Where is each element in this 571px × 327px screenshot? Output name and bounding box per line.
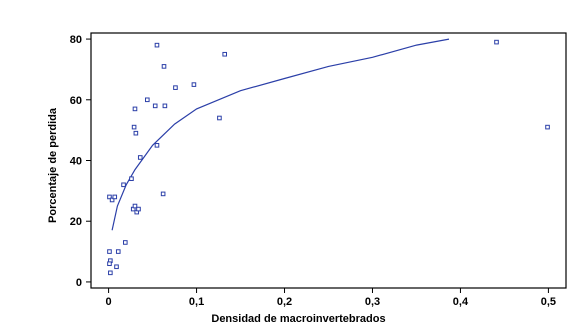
- data-points-layer: [107, 39, 550, 276]
- y-tick-label: 40: [70, 156, 82, 168]
- data-point: [123, 240, 128, 245]
- data-point: [191, 82, 197, 87]
- data-point: [160, 191, 166, 197]
- data-point: [144, 97, 150, 103]
- data-point: [494, 39, 499, 45]
- y-axis-title: Porcentaje de perdida: [47, 107, 59, 223]
- x-tick-label: 0: [106, 296, 112, 308]
- data-point: [112, 194, 118, 200]
- data-point: [108, 270, 113, 276]
- y-tick-label: 0: [76, 277, 82, 289]
- data-point: [107, 249, 112, 254]
- data-point: [173, 85, 178, 90]
- data-point: [217, 115, 222, 121]
- y-tick-label: 20: [70, 216, 82, 228]
- data-point: [107, 261, 112, 267]
- data-point: [137, 155, 143, 160]
- x-axis-title: Densidad de macroinvertebrados: [211, 313, 385, 325]
- x-tick-label: 0,1: [189, 296, 204, 308]
- data-point: [115, 249, 121, 254]
- data-point: [129, 176, 134, 182]
- data-point: [162, 103, 168, 109]
- y-tick-label: 60: [70, 95, 82, 107]
- axis-ticks: 0 0,1 0,2 0,3 0,4 0,5 0 20 40 60 80: [70, 34, 556, 308]
- fit-curve-layer: [111, 38, 450, 231]
- data-point: [132, 106, 138, 112]
- data-point: [152, 103, 158, 109]
- y-tick-label: 80: [70, 34, 82, 46]
- data-point: [114, 264, 119, 270]
- data-point: [545, 124, 550, 130]
- fit-curve: [111, 38, 450, 231]
- data-point: [161, 64, 167, 69]
- data-point: [133, 130, 139, 136]
- data-point: [222, 51, 228, 57]
- data-point: [154, 42, 160, 48]
- data-point: [136, 206, 141, 212]
- data-point: [154, 143, 160, 148]
- data-point: [107, 194, 112, 200]
- x-tick-label: 0,4: [453, 296, 469, 308]
- x-tick-label: 0,3: [365, 296, 380, 308]
- data-point: [132, 203, 138, 209]
- plot-axes: [90, 32, 567, 289]
- data-point: [121, 182, 126, 188]
- data-point: [131, 124, 137, 130]
- x-tick-label: 0,5: [541, 296, 556, 308]
- plot-frame: [90, 32, 567, 289]
- x-tick-label: 0,2: [277, 296, 292, 308]
- data-point: [109, 197, 115, 203]
